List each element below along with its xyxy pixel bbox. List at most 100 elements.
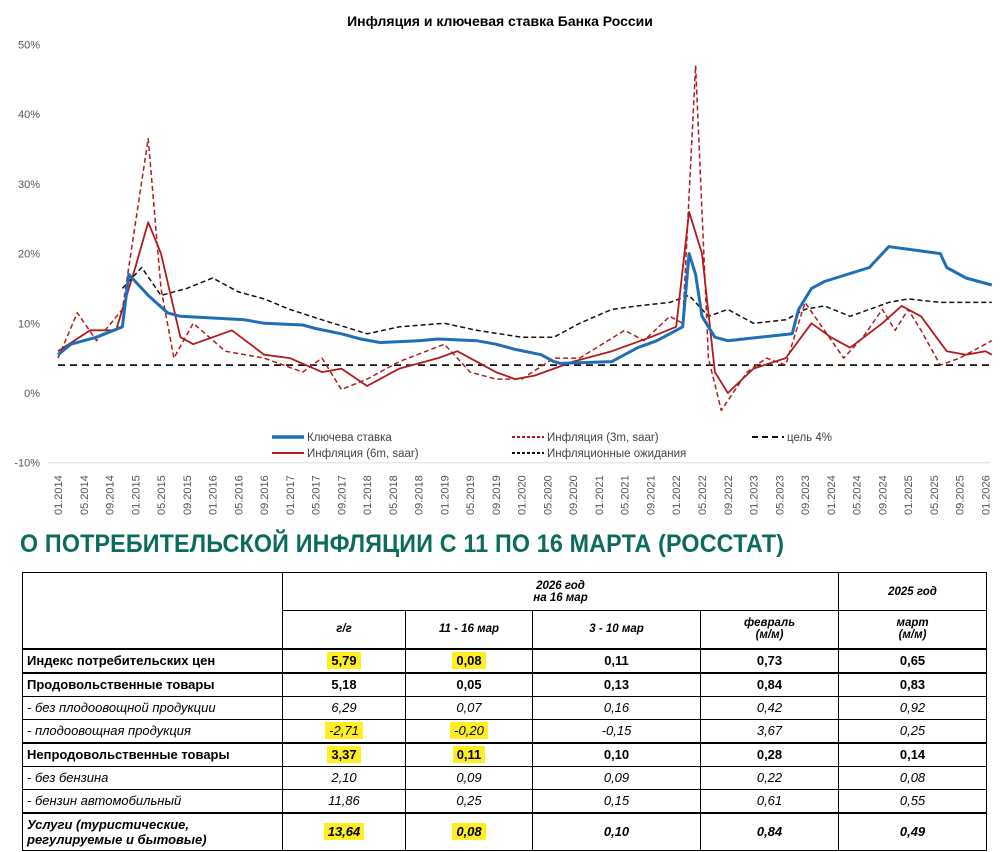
x-tick-label: 05.2020 (542, 475, 554, 515)
column-header: г/г (282, 610, 406, 649)
table-cell: 13,64 (282, 811, 406, 851)
x-tick-label: 01.2023 (749, 475, 761, 515)
x-tick-label: 09.2015 (182, 475, 194, 515)
x-tick-label: 01.2014 (53, 475, 65, 515)
cell-value: 0,05 (456, 677, 482, 692)
cell-value: 3,37 (327, 746, 361, 763)
table-cell: 2,10 (282, 765, 406, 790)
table-cell: 0,16 (532, 695, 701, 720)
x-tick-label: 09.2022 (723, 475, 735, 515)
x-tick-label: 09.2019 (491, 475, 503, 515)
row-label: - бензин автомобильный (22, 788, 283, 813)
table-cell: 0,49 (838, 811, 988, 851)
cell-value: 0,25 (456, 793, 482, 808)
header-2026: 2026 год на 16 мар (281, 572, 840, 611)
series-line (121, 266, 992, 338)
table-cell: 0,10 (532, 741, 701, 767)
row-label: Услуги (туристические, регулируемые и бы… (22, 811, 283, 851)
row-label: - без плодоовощной продукции (22, 695, 283, 720)
x-tick-label: 05.2025 (929, 475, 941, 515)
cell-value: 0,10 (603, 824, 630, 840)
row-label: Непродовольственные товары (22, 741, 283, 767)
cell-value: 0,16 (603, 700, 630, 715)
table-cell: 0,11 (532, 647, 701, 673)
cell-value: 0,13 (603, 677, 630, 692)
cell-value: 0,42 (756, 700, 783, 715)
table-cell: 0,28 (699, 741, 840, 767)
table-cell: -0,15 (532, 718, 701, 743)
row-label: Индекс потребительских цен (22, 647, 283, 673)
x-tick-label: 01.2026 (980, 475, 992, 515)
table-cell: 3,37 (282, 741, 406, 767)
table-cell: 5,79 (282, 647, 406, 673)
cell-value: -0,20 (450, 722, 488, 739)
x-tick-label: 01.2024 (826, 475, 838, 515)
x-tick-label: 01.2015 (130, 475, 142, 515)
table-cell: -0,20 (405, 718, 533, 743)
series-line (57, 245, 993, 365)
legend-label: цель 4% (787, 432, 832, 444)
x-tick-label: 01.2025 (903, 475, 915, 515)
table-cell: 0,84 (699, 811, 840, 851)
x-tick-label: 05.2019 (465, 475, 477, 515)
table-cell: 0,92 (838, 695, 988, 720)
x-tick-label: 09.2018 (414, 475, 426, 515)
cell-value: 6,29 (331, 700, 357, 715)
x-tick-label: 05.2022 (697, 475, 709, 515)
x-tick-label: 05.2017 (311, 475, 323, 515)
table-row: Услуги (туристические, регулируемые и бы… (22, 811, 988, 851)
table-cell: 0,13 (532, 671, 701, 697)
cell-value: 0,65 (899, 653, 926, 668)
cell-value: 0,25 (899, 723, 926, 738)
table-row: Продовольственные товары 5,18 0,05 0,13 0,84… (22, 671, 988, 697)
cell-value: 0,11 (604, 653, 629, 668)
table-row: - плодоовощная продукция -2,71 -0,20 -0,15 3… (22, 718, 988, 743)
x-tick-label: 09.2023 (800, 475, 812, 515)
table-row: - без плодоовощной продукции 6,29 0,07 0,16… (22, 695, 988, 720)
table-cell: 0,14 (838, 741, 988, 767)
x-tick-label: 09.2014 (105, 475, 117, 515)
table-row: Индекс потребительских цен 5,79 0,08 0,11 0,… (22, 647, 988, 673)
table-cell: 0,05 (405, 671, 533, 697)
cell-value: -2,71 (325, 722, 363, 739)
x-tick-label: 05.2023 (774, 475, 786, 515)
x-tick-label: 09.2020 (568, 475, 580, 515)
cell-value: 11,86 (328, 793, 360, 808)
x-tick-label: 09.2024 (877, 475, 889, 515)
column-header: февраль (м/м) (699, 610, 840, 649)
y-tick-label: 40% (18, 109, 40, 121)
table-cell: 11,86 (282, 788, 406, 813)
cpi-table: 2026 год на 16 мар 2025 год г/г 11 - 16 ма… (22, 572, 988, 851)
cell-value: -0,15 (601, 723, 632, 738)
table-cell: 0,61 (699, 788, 840, 813)
table-cell: 0,09 (532, 765, 701, 790)
x-tick-label: 09.2025 (955, 475, 967, 515)
table-row: Непродовольственные товары 3,37 0,11 0,10 0,… (22, 741, 988, 767)
x-tick-label: 09.2016 (259, 475, 271, 515)
series-line (57, 210, 993, 394)
table-cell: 0,10 (532, 811, 701, 851)
table-cell: 0,08 (405, 647, 533, 673)
legend-label: Инфляция (3m, saar) (547, 432, 659, 444)
cell-value: 0,08 (452, 823, 486, 841)
y-tick-label: 30% (18, 179, 40, 191)
table-row: - без бензина 2,10 0,09 0,09 0,22 0,08 (22, 765, 988, 790)
table-cell: 0,25 (405, 788, 533, 813)
cell-value: 0,84 (756, 677, 783, 692)
cell-value: 0,10 (603, 747, 630, 762)
x-tick-label: 01.2018 (362, 475, 374, 515)
table-cell: 0,25 (838, 718, 988, 743)
header-2025: 2025 год (838, 572, 988, 611)
cell-value: 5,18 (331, 677, 357, 692)
table-cell: 0,07 (405, 695, 533, 720)
x-tick-label: 01.2016 (208, 475, 220, 515)
cell-value: 0,55 (899, 793, 926, 808)
table-cell: 0,22 (699, 765, 840, 790)
x-tick-label: 05.2024 (852, 475, 864, 515)
x-tick-label: 05.2015 (156, 475, 168, 515)
cell-value: 0,07 (456, 700, 482, 715)
table-cell: 0,08 (838, 765, 988, 790)
table-row: - бензин автомобильный 11,86 0,25 0,15 0,61 0… (22, 788, 988, 813)
table-cell: 0,65 (838, 647, 988, 673)
table-cell: 0,09 (405, 765, 533, 790)
